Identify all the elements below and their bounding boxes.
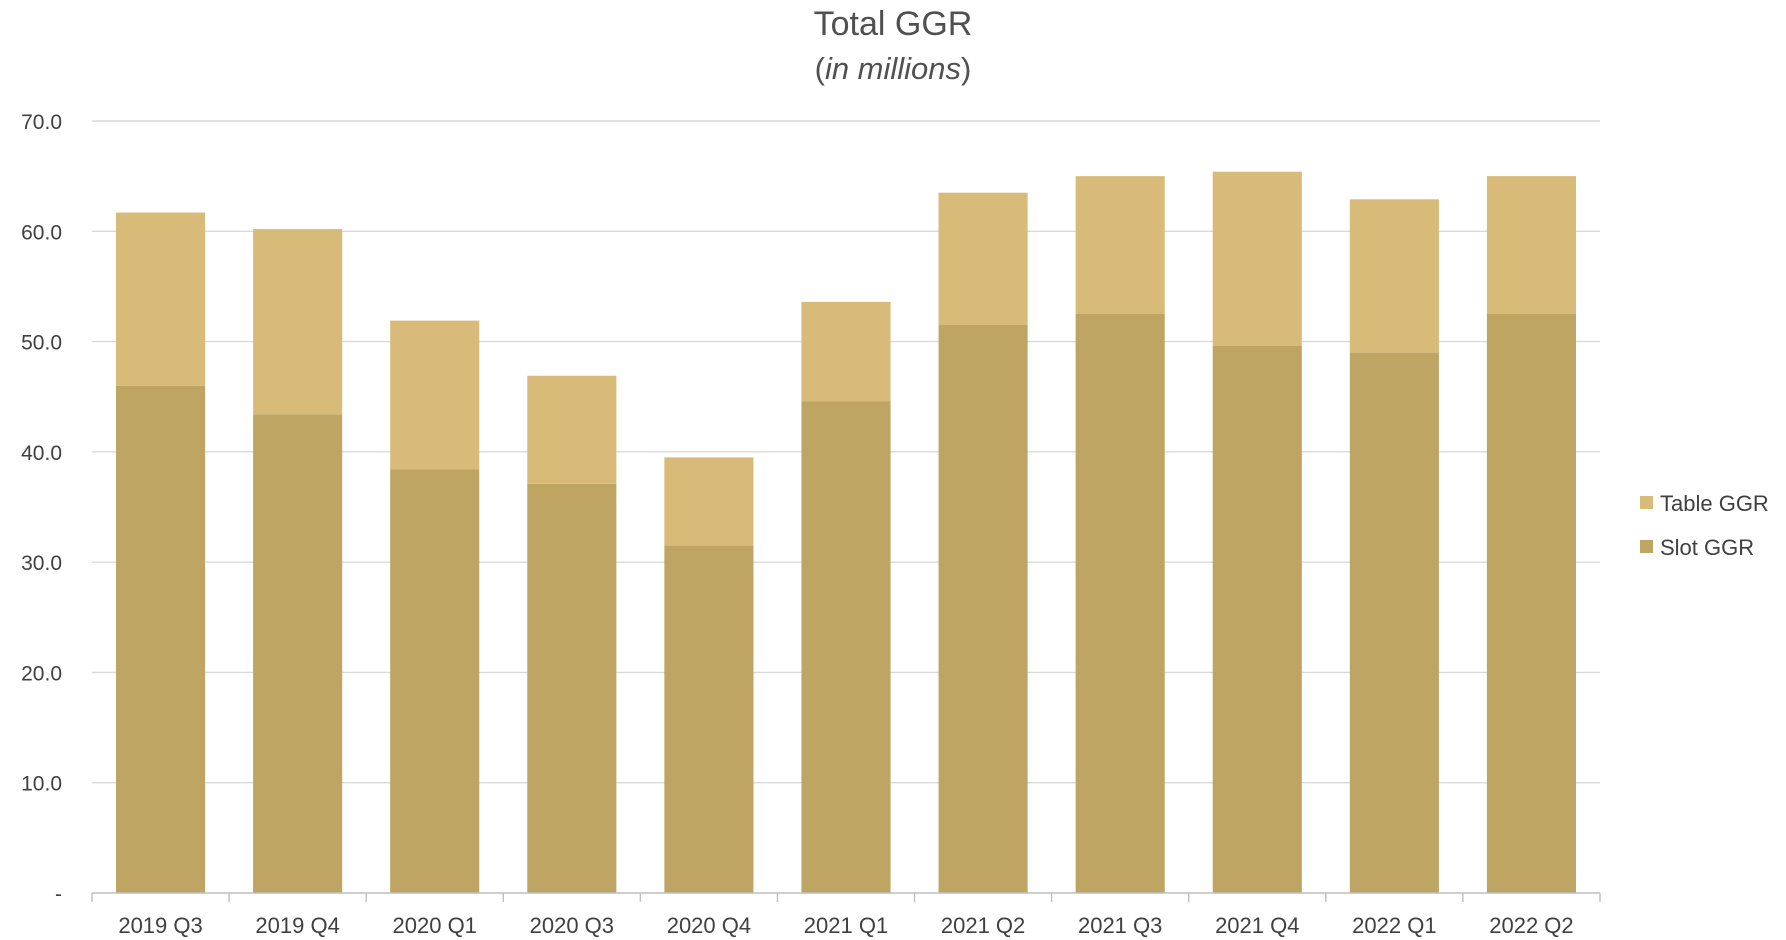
bar-slot-ggr [527,483,617,893]
legend-swatch [1640,496,1653,509]
bars [115,171,1577,894]
bar-slot-ggr [664,545,754,893]
axes: - 10.0 20.0 30.0 40.0 50.0 60.0 70.0 2019 Q3 2019… [21,111,1601,938]
x-tick-label: 2021 Q1 [804,913,888,938]
y-tick-label: - [55,883,62,906]
x-tick-label: 2020 Q4 [667,913,751,938]
bar-slot-ggr [801,401,891,893]
x-tick-label: 2021 Q3 [1078,913,1162,938]
chart-subtitle: (in millions) [815,51,972,86]
legend-label[interactable]: Slot GGR [1660,535,1754,560]
y-tick-label: 60.0 [21,221,62,244]
bar-slot-ggr [1486,314,1577,893]
bar-table-ggr [1075,176,1165,314]
bar-table-ggr [801,301,891,402]
y-tick-label: 40.0 [21,442,62,465]
legend-label[interactable]: Table GGR [1660,491,1769,516]
x-tick-label: 2019 Q3 [118,913,202,938]
bar-table-ggr [115,212,206,386]
legend[interactable]: Table GGR Slot GGR [1640,491,1769,560]
subtitle-italic-text: in millions [825,51,961,86]
bar-table-ggr [390,320,480,470]
bar-table-ggr [1349,199,1439,353]
y-tick-label: 20.0 [21,662,62,685]
x-tick-label: 2021 Q2 [941,913,1025,938]
bar-slot-ggr [253,414,343,893]
bar-slot-ggr [938,325,1028,893]
subtitle-open-paren: ( [815,51,826,86]
bar-table-ggr [1212,171,1302,346]
bar-table-ggr [253,229,343,415]
legend-swatch [1640,540,1653,553]
y-tick-label: 70.0 [21,111,62,134]
subtitle-close-paren: ) [961,51,971,86]
bar-slot-ggr [1212,345,1302,893]
bar-table-ggr [664,457,754,546]
x-tick-label: 2020 Q1 [393,913,477,938]
y-tick-label: 10.0 [21,773,62,796]
chart-title: Total GGR [814,5,973,43]
x-tick-label: 2021 Q4 [1215,913,1299,938]
bar-slot-ggr [115,385,206,893]
y-tick-label: 50.0 [21,332,62,355]
x-tick-label: 2022 Q1 [1352,913,1436,938]
bar-table-ggr [1486,176,1577,314]
x-tick-label: 2020 Q3 [530,913,614,938]
bar-table-ggr [527,375,617,484]
bar-table-ggr [938,192,1028,326]
bar-slot-ggr [1075,314,1165,893]
x-tick-label: 2019 Q4 [255,913,339,938]
bar-slot-ggr [1349,352,1439,894]
x-tick-label: 2022 Q2 [1489,913,1573,938]
y-tick-label: 30.0 [21,552,62,575]
bar-slot-ggr [390,469,480,893]
gridlines [92,120,1600,784]
